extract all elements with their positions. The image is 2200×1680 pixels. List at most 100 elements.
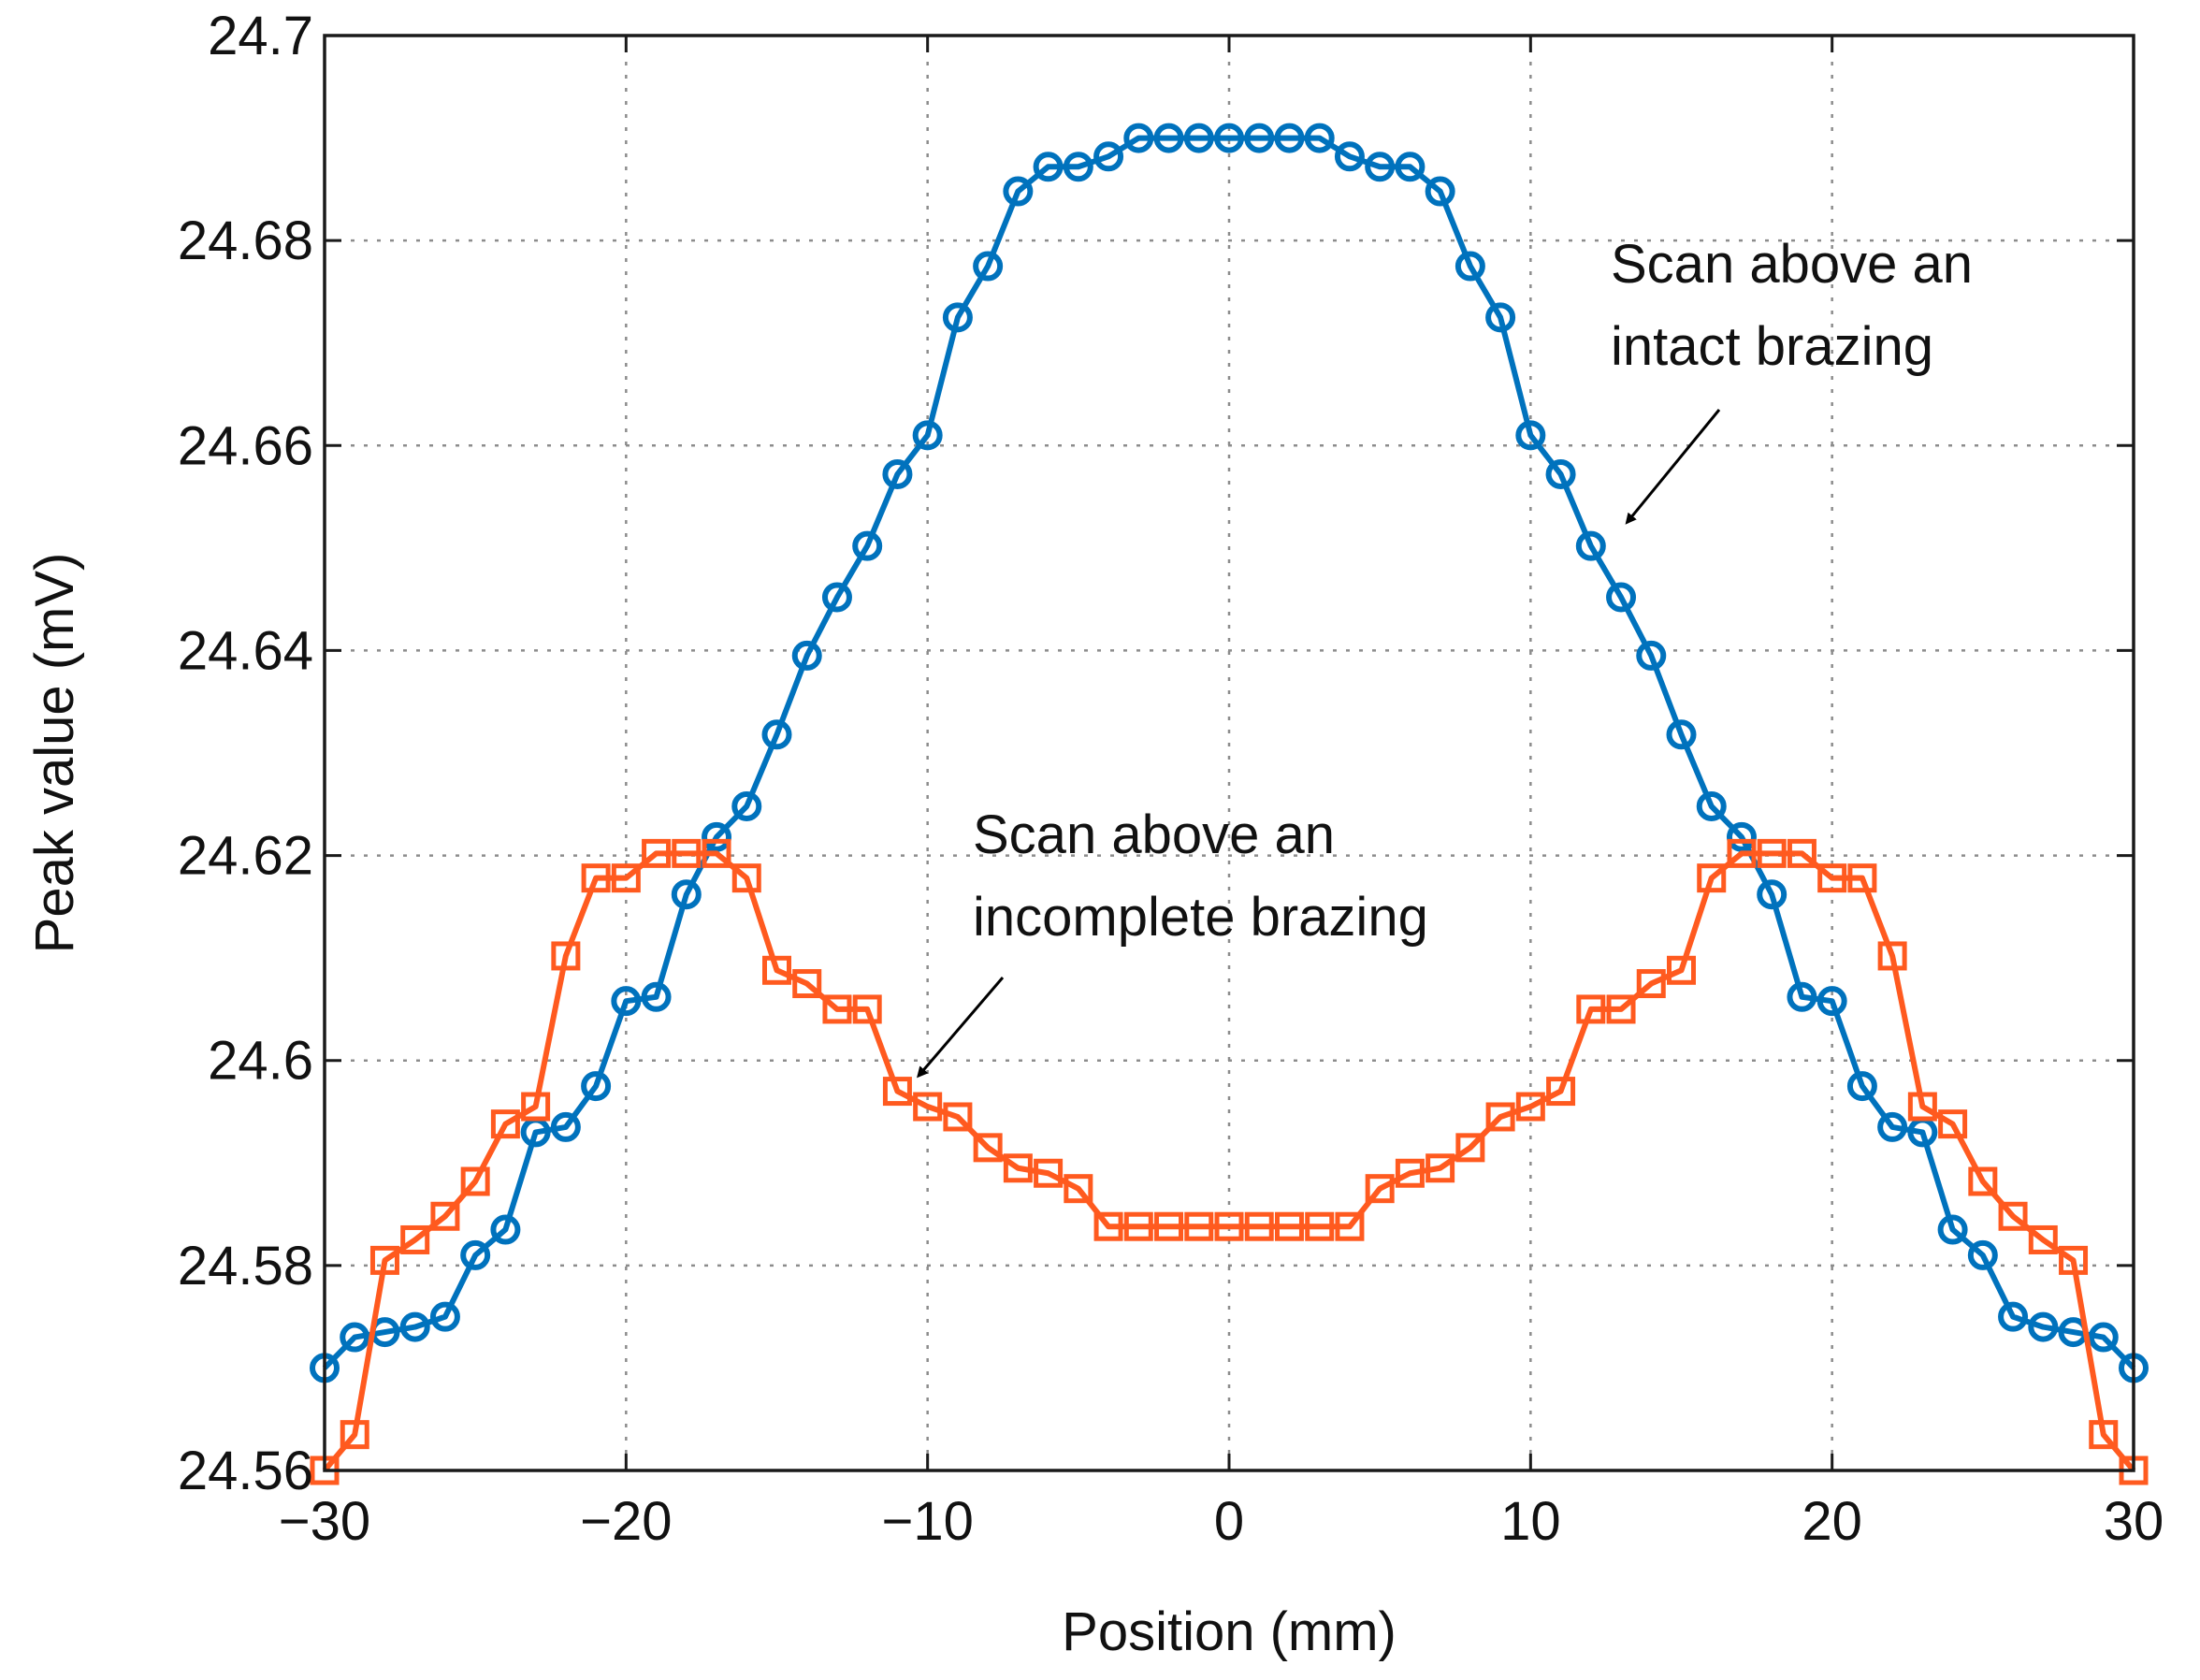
data-point-square: [672, 838, 702, 868]
data-point-square: [1093, 1211, 1123, 1241]
data-point-square: [702, 838, 731, 868]
data-point-square: [1546, 1077, 1576, 1107]
data-point-circle: [1485, 302, 1516, 333]
data-point-circle: [1334, 141, 1365, 172]
data-point-square: [1877, 941, 1907, 971]
data-point-circle: [1063, 152, 1093, 182]
data-point-circle: [1877, 1111, 1908, 1142]
data-point-square: [1938, 1109, 1968, 1139]
data-point-circle: [1787, 981, 1817, 1012]
data-point-square: [852, 994, 882, 1024]
data-point-square: [1847, 863, 1877, 893]
data-point-circle: [460, 1239, 491, 1270]
data-point-square: [611, 863, 641, 893]
data-point-square: [1305, 1211, 1335, 1241]
data-point-square: [2089, 1420, 2119, 1450]
data-point-circle: [1183, 123, 1214, 153]
data-point-circle: [791, 640, 822, 671]
data-point-square: [1907, 1092, 1937, 1122]
data-point-square: [762, 955, 791, 985]
data-point-circle: [1575, 530, 1606, 561]
annotation-incomplete: Scan above an incomplete brazing: [917, 804, 1428, 1079]
data-point-circle: [1033, 152, 1064, 182]
series-incomplete: [310, 838, 2149, 1485]
axis-ticks: −30 −20 −10 0 10 20 30 24.56 24.58 24.6 24.62 24.64…: [178, 6, 2164, 1552]
data-point-circle: [550, 1111, 581, 1142]
data-point-circle: [1455, 251, 1485, 282]
data-point-square: [1787, 838, 1816, 868]
data-point-square: [1485, 1102, 1515, 1132]
data-point-square: [400, 1224, 430, 1254]
data-point-square: [1757, 838, 1787, 868]
data-point-circle: [731, 790, 762, 821]
data-point-square: [913, 1092, 943, 1122]
data-point-circle: [973, 251, 1004, 282]
data-point-circle: [1545, 458, 1576, 489]
data-point-circle: [2028, 1311, 2059, 1342]
data-point-square: [1426, 1153, 1455, 1183]
data-point-circle: [611, 986, 642, 1017]
data-point-square: [430, 1201, 460, 1231]
data-point-circle: [1998, 1301, 2029, 1332]
data-point-circle: [912, 420, 943, 451]
data-point-square: [581, 863, 611, 893]
y-tick-label: 24.62: [178, 826, 313, 887]
data-point-circle: [1606, 582, 1637, 613]
data-point-circle: [1937, 1214, 1968, 1245]
data-point-square: [1515, 1092, 1545, 1122]
data-point-square: [2059, 1245, 2089, 1275]
data-point-square: [551, 941, 581, 971]
x-axis-label: Position (mm): [1062, 1601, 1397, 1662]
data-point-square: [882, 1077, 912, 1107]
y-tick-label: 24.66: [178, 415, 313, 476]
data-point-square: [1606, 994, 1636, 1024]
data-point-square: [490, 1109, 520, 1139]
data-point-square: [1274, 1211, 1304, 1241]
data-point-circle: [581, 1071, 612, 1102]
y-tick-label: 24.64: [178, 620, 313, 681]
data-point-square: [1064, 1174, 1093, 1204]
data-point-square: [1667, 955, 1696, 985]
annotation-text: Scan above an: [1611, 234, 1973, 295]
data-point-circle: [1696, 790, 1727, 821]
data-point-square: [1365, 1174, 1395, 1204]
data-point-circle: [1153, 123, 1184, 153]
data-point-circle: [1274, 123, 1305, 153]
data-point-circle: [1666, 719, 1697, 750]
annotations: Scan above an intact brazing Scan above an…: [917, 234, 1973, 1079]
series-line: [322, 135, 2136, 1370]
data-point-circle: [1304, 123, 1335, 153]
x-tick-label: −30: [279, 1491, 370, 1552]
annotation-text: intact brazing: [1611, 316, 1933, 377]
data-point-square: [1184, 1211, 1214, 1241]
x-tick-label: 0: [1214, 1491, 1244, 1552]
data-point-circle: [1093, 141, 1124, 172]
data-point-circle: [429, 1301, 460, 1332]
y-axis-label: Peak value (mV): [24, 553, 85, 954]
y-tick-label: 24.7: [208, 6, 313, 66]
data-point-circle: [1515, 420, 1546, 451]
data-point-square: [340, 1420, 369, 1450]
data-point-square: [731, 863, 761, 893]
data-point-square: [1034, 1158, 1064, 1188]
data-point-circle: [1757, 879, 1788, 910]
y-tick-label: 24.56: [178, 1441, 313, 1501]
data-point-circle: [1636, 640, 1667, 671]
data-point-circle: [1123, 123, 1154, 153]
data-point-square: [1636, 969, 1666, 999]
x-tick-label: −20: [580, 1491, 672, 1552]
data-point-square: [1455, 1133, 1485, 1163]
data-point-square: [642, 838, 672, 868]
annotation-text: incomplete brazing: [973, 887, 1428, 948]
data-point-circle: [641, 981, 672, 1012]
data-point-circle: [399, 1311, 430, 1342]
y-tick-label: 24.68: [178, 210, 313, 271]
data-point-square: [1697, 863, 1727, 893]
data-point-circle: [882, 458, 913, 489]
series-line: [322, 850, 2136, 1472]
x-tick-label: 30: [2104, 1491, 2164, 1552]
data-point-square: [1968, 1166, 1998, 1196]
data-point-square: [1123, 1211, 1153, 1241]
data-point-circle: [1214, 123, 1244, 153]
